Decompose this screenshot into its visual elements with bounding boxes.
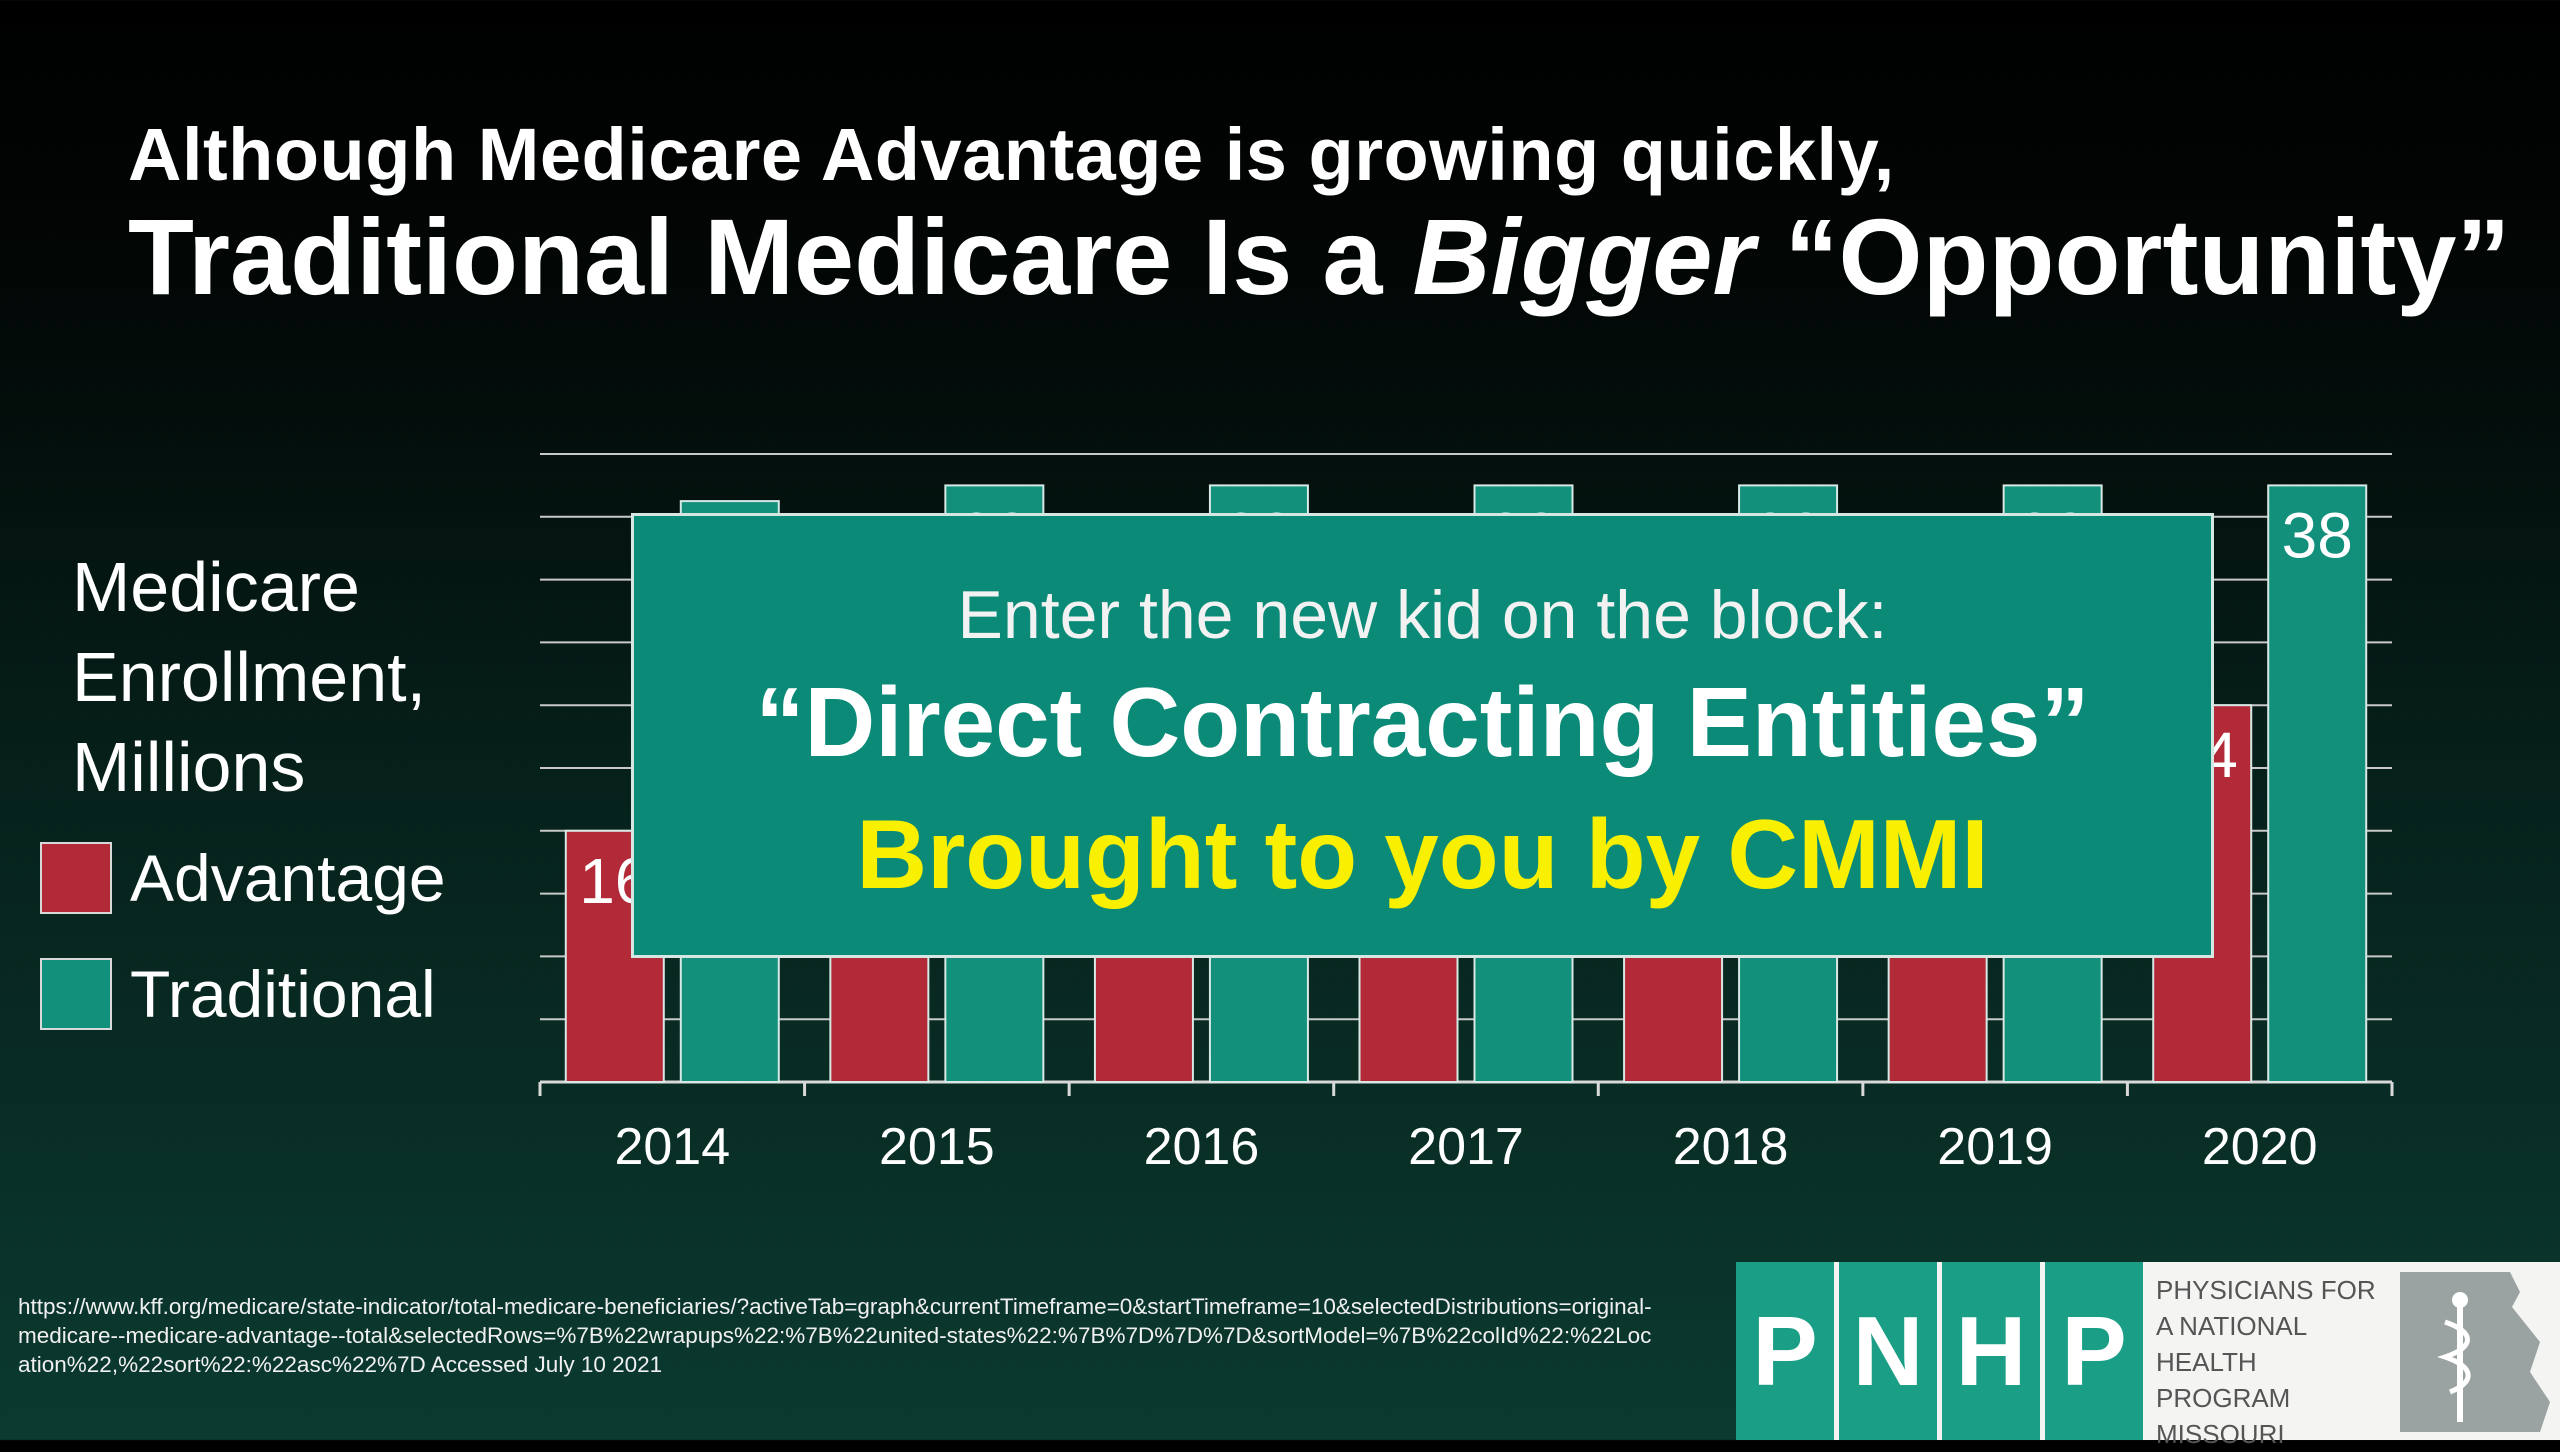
title-line-1: Although Medicare Advantage is growing q…: [128, 113, 1895, 196]
y-axis-label: Medicare Enrollment, Millions: [72, 548, 427, 806]
title-line-2: Traditional Medicare Is a Bigger “Opport…: [128, 194, 2510, 319]
legend-swatch-advantage: [40, 842, 112, 914]
legend-label-traditional: Traditional: [130, 957, 436, 1031]
bar-traditional: [2267, 484, 2368, 1083]
x-tick-label: 2017: [1408, 1118, 1524, 1176]
logo-letter: P: [1736, 1262, 1834, 1440]
logo-letter: N: [1839, 1262, 1937, 1440]
legend-item-advantage: Advantage: [40, 841, 446, 915]
logo-letter: H: [1942, 1262, 2040, 1440]
legend-swatch-traditional: [40, 958, 112, 1030]
x-tick-label: 2019: [1937, 1118, 2053, 1176]
logo-letter: P: [2045, 1262, 2143, 1440]
callout-line-2: “Direct Contracting Entities”: [755, 667, 2090, 777]
title-line-2-end: “Opportunity”: [1754, 196, 2511, 317]
x-tick-label: 2015: [879, 1118, 995, 1176]
callout-line-3: Brought to you by CMMI: [856, 799, 1989, 909]
legend-item-traditional: Traditional: [40, 957, 436, 1031]
title-line-2-start: Traditional Medicare Is a: [128, 196, 1413, 317]
x-tick-label: 2018: [1673, 1118, 1789, 1176]
legend-label-advantage: Advantage: [130, 841, 446, 915]
data-label-traditional: 38: [2282, 499, 2353, 571]
x-tick-label: 2014: [614, 1118, 730, 1176]
source-citation: https://www.kff.org/medicare/state-indic…: [18, 1294, 1652, 1377]
pnhp-logo: P N H P PHYSICIANS FOR A NATIONAL HEALTH…: [1736, 1262, 2560, 1449]
logo-text: PHYSICIANS FOR A NATIONAL HEALTH PROGRAM…: [2156, 1275, 2376, 1449]
callout-line-1: Enter the new kid on the block:: [957, 577, 1888, 653]
title-line-2-emphasis: Bigger: [1412, 196, 1755, 317]
x-tick-label: 2016: [1144, 1118, 1260, 1176]
missouri-map-icon: [2400, 1272, 2550, 1432]
x-tick-label: 2020: [2202, 1118, 2318, 1176]
callout-box: Enter the new kid on the block: “Direct …: [631, 513, 2214, 958]
